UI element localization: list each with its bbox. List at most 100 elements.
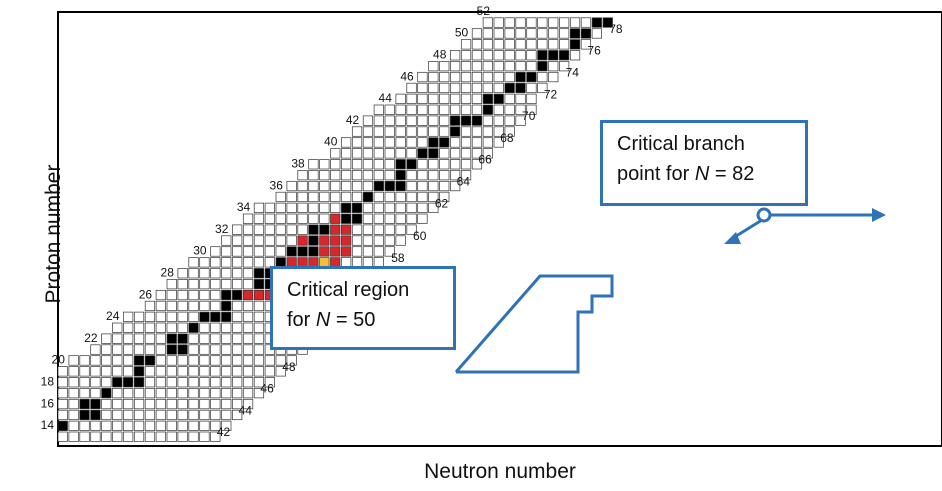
nuclide-cell [471,71,483,83]
nuclide-cell [144,377,156,388]
nuclide-cell [166,377,177,388]
nuclide-cell [482,17,493,28]
nuclide-cell [319,213,330,224]
nuclide-cell [297,202,308,213]
nuclide-cell [373,115,384,126]
proton-label: 46 [400,69,414,83]
arrowhead-left [724,232,741,244]
nuclide-cell [450,115,461,126]
nuclide-cell [351,159,363,170]
nuclide-cell [460,39,472,50]
nuclide-cell [177,366,188,377]
nuclide-cell [188,289,199,301]
nuclide-cell [123,409,134,421]
nuclide-cell [493,17,504,28]
nuclide-cell [166,420,177,431]
nuclide-cell [101,409,112,421]
nuclide-cell [199,366,210,377]
nuclide-cell [144,431,156,442]
nuclide-cell [591,17,602,28]
proton-number-labels: 14 16 18 20 22 24 26 28 30 32 34 36 38 40 42 44 46 48 50 52 [41,4,491,432]
nuclide-cell [199,268,210,279]
nuclide-cell [275,202,286,213]
nuclide-cell [428,126,439,137]
nuclide-cell [373,235,384,246]
nuclide-cell [559,28,570,39]
nuclide-cell [144,355,156,366]
nuclide-cell [330,246,341,257]
nuclide-cell [68,409,79,421]
nuclide-cell [123,377,134,388]
nuclide-cell [384,246,395,257]
nuclide-cell [188,398,199,410]
nuclide-cell [471,148,483,159]
nuclide-cell [341,246,352,257]
proton-label: 22 [84,331,98,345]
nuclide-cell [210,409,221,421]
neutron-label: 78 [609,22,623,36]
nuclide-cell [373,137,384,148]
nuclide-cell [101,333,112,344]
nuclide-cell [428,82,439,94]
nuclide-cell [526,17,537,28]
nuclide-cell [210,257,221,268]
nuclide-cell [471,39,483,50]
nuclide-cell [101,388,112,399]
nuclide-cell [79,431,90,442]
nuclide-cell [144,333,156,344]
nuclide-cell [428,104,439,115]
nuclide-cell [90,409,101,421]
nuclide-cell [101,344,112,355]
nuclide-cell [471,137,483,148]
nuclide-cell [482,61,493,72]
nuclide-cell [221,344,232,355]
nuclide-cell [569,50,581,61]
nuclide-cells [57,17,613,442]
nuclide-cell [526,50,537,61]
nuclide-cell [330,235,341,246]
nuclide-cell [123,322,134,333]
nuclide-cell [471,93,483,104]
proton-label: 50 [455,26,469,40]
proton-label: 34 [237,200,251,214]
nuclide-cell [428,180,439,192]
nuclide-cell [101,420,112,431]
nuclide-cell [144,300,156,312]
nuclide-cell [210,377,221,388]
nuclide-cell [286,180,297,192]
nuclide-cell [188,311,199,322]
nuclide-cell [417,115,428,126]
nuclide-cell [133,355,145,366]
n50-region-outline [454,274,614,374]
nuclide-cell [221,300,232,312]
nuclide-cell [450,180,461,192]
nuclide-cell [515,93,526,104]
nuclide-cell [384,137,395,148]
nuclide-cell [232,322,243,333]
neutron-label: 70 [522,109,536,123]
nuclide-cell [199,279,210,290]
nuclide-cell [242,289,254,301]
nuclide-cell [406,191,417,203]
nuclide-cell [559,17,570,28]
nuclide-cell [57,366,68,377]
nuclide-cell [351,180,363,192]
nuclide-cell [79,420,90,431]
nuclide-cell [123,311,134,322]
nuclide-cell [242,300,254,312]
nuclide-cell [330,202,341,213]
nuclide-cell [482,148,493,159]
nuclide-cell [308,224,319,235]
nuclide-cell [177,377,188,388]
neutron-label: 72 [544,87,558,101]
nuclide-cell [155,344,166,355]
nuclide-cell [275,355,286,366]
nuclide-cell [221,333,232,344]
nuclide-cell [493,126,504,137]
nuclide-cell [460,104,472,115]
nuclide-cell [428,159,439,170]
proton-label: 26 [139,287,153,301]
nuclide-cell [373,191,384,203]
nuclide-cell [188,355,199,366]
nuclide-cell [482,39,493,50]
